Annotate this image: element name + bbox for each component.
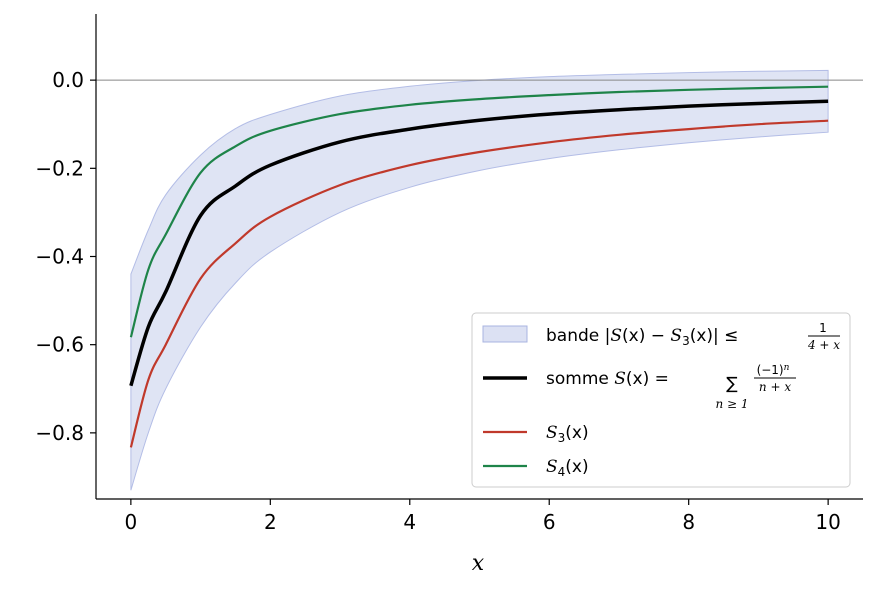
plot-area (96, 69, 863, 491)
legend-label-band: bande |S(x) − S3(x)| ≤ (546, 326, 738, 348)
y-tick-label: −0.8 (35, 421, 84, 445)
legend-band-fraction-num: 1 (819, 321, 827, 335)
y-tick-label: −0.4 (35, 245, 84, 269)
axes: 0 2 4 6 8 10 0.0 −0.2 −0.4 −0.6 −0.8 (35, 14, 863, 534)
legend-sum-fraction-num: (−1)n (757, 363, 790, 377)
y-tick-label: 0.0 (52, 68, 84, 92)
x-tick-label: 10 (815, 510, 840, 534)
series-line-s4 (129, 85, 829, 338)
series-line-sum (129, 99, 829, 387)
x-tick-label: 4 (403, 510, 416, 534)
x-tick-label: 6 (543, 510, 556, 534)
legend-band-fraction-den: 4 + x (807, 338, 840, 352)
legend-label-s4: S4(x) (546, 457, 589, 479)
y-tick-label: −0.6 (35, 333, 84, 357)
legend-sum-fraction-den: n + x (759, 380, 791, 394)
x-tick-label: 2 (264, 510, 277, 534)
legend-label-sum: somme S(x) = (546, 369, 669, 389)
legend: bande |S(x) − S3(x)| ≤ 1 4 + x somme S(x… (471, 312, 851, 488)
legend-swatch-band (482, 325, 528, 343)
legend-label-s3: S3(x) (546, 423, 589, 445)
series-line-s3 (129, 119, 829, 448)
legend-frame (471, 312, 851, 488)
legend-sum-sigma: ∑ (726, 374, 738, 394)
x-tick-label: 0 (124, 510, 137, 534)
x-tick-label: 8 (682, 510, 695, 534)
band-area (130, 69, 829, 491)
x-axis-label: x (472, 551, 485, 576)
legend-sum-index: n ≥ 1 (715, 397, 748, 411)
y-tick-label: −0.2 (35, 156, 84, 180)
